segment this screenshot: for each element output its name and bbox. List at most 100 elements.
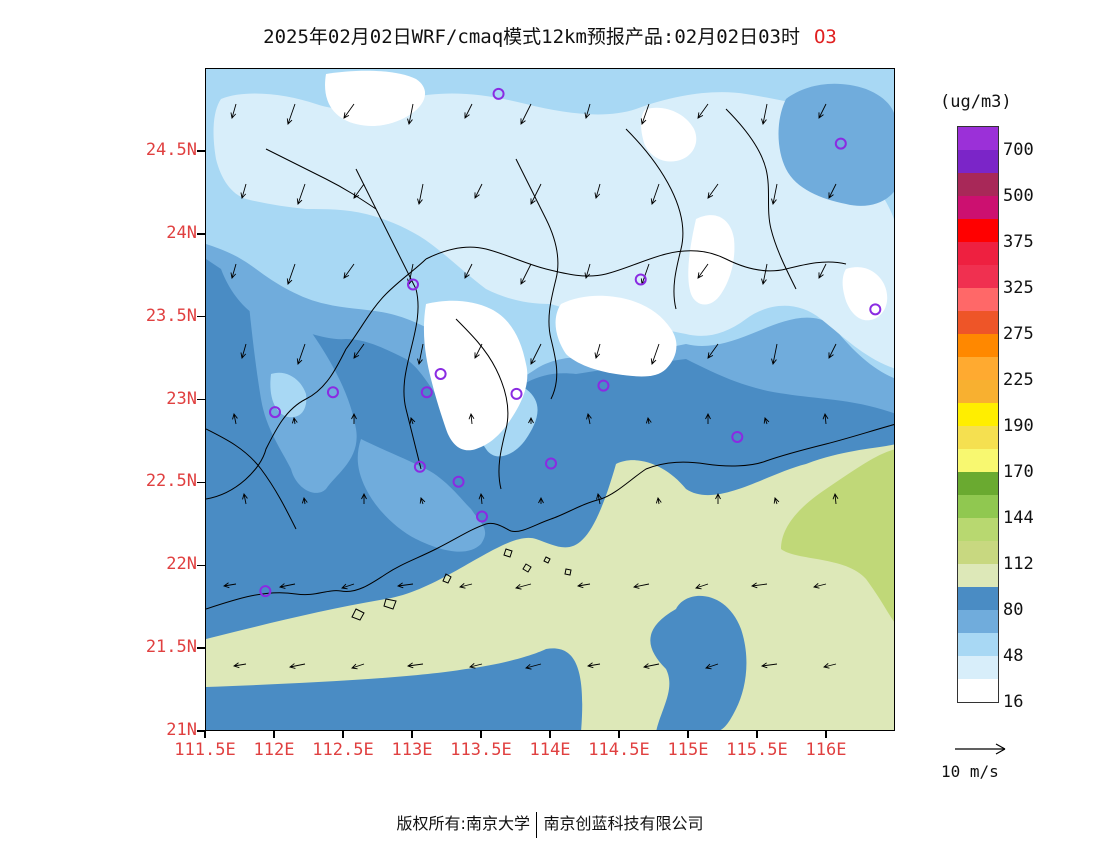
colorbar-swatch	[958, 449, 998, 472]
wind-arrow	[813, 583, 827, 589]
wind-arrow	[417, 183, 424, 205]
wind-arrow	[520, 103, 532, 125]
copyright: 版权所有:南京大学 南京创蓝科技有限公司	[0, 810, 1100, 838]
colorbar-swatch	[958, 196, 998, 219]
station-marker[interactable]	[731, 430, 744, 443]
station-marker[interactable]	[869, 303, 882, 316]
x-tick	[549, 731, 551, 738]
colorbar-label: 500	[1003, 186, 1034, 206]
colorbar-unit: (ug/m3)	[940, 92, 1012, 112]
station-marker[interactable]	[492, 87, 505, 100]
wind-arrow	[751, 582, 768, 589]
y-tick	[197, 398, 205, 401]
station-marker[interactable]	[476, 510, 488, 523]
wind-arrow	[633, 583, 650, 589]
wind-arrow	[697, 263, 709, 279]
ocean-patch-east	[650, 596, 747, 730]
station-marker[interactable]	[452, 475, 465, 488]
colorbar-label: 48	[1003, 646, 1024, 666]
wind-arrow	[584, 103, 591, 119]
band-0-16-east	[555, 295, 677, 377]
wind-arrow	[650, 183, 660, 205]
y-tick-label: 22N	[166, 554, 197, 575]
x-tick-label: 113E	[391, 740, 433, 760]
copyright-org1: 南京大学	[465, 814, 530, 833]
x-tick-label: 111.5E	[174, 740, 236, 760]
colorbar-swatch	[958, 633, 998, 656]
x-tick	[825, 731, 827, 738]
colorbar-swatch	[958, 587, 998, 610]
wind-arrow	[351, 663, 365, 670]
wind-arrow	[655, 497, 662, 505]
x-tick	[687, 731, 689, 738]
colorbar-swatch	[958, 357, 998, 380]
wind-arrow	[230, 263, 237, 279]
wind-arrow	[596, 493, 602, 505]
wind-arrow	[697, 103, 709, 119]
species-label: O3	[813, 26, 837, 48]
station-marker[interactable]	[545, 457, 557, 470]
station-marker[interactable]	[259, 585, 272, 598]
y-tick	[197, 233, 205, 235]
x-tick-label: 115.5E	[726, 740, 788, 760]
wind-arrow	[240, 343, 247, 359]
wind-arrow	[351, 412, 357, 424]
wind-arrow	[469, 663, 483, 669]
band-0-16-east2	[688, 215, 735, 305]
colorbar-swatch	[958, 311, 998, 334]
wind-arrow	[478, 492, 485, 505]
station-marker[interactable]	[326, 386, 339, 399]
y-tick	[197, 647, 205, 649]
station-marker[interactable]	[597, 379, 610, 392]
wind-arrow	[715, 492, 721, 504]
x-tick-label: 116E	[805, 740, 847, 760]
wind-arrow	[586, 413, 592, 425]
y-tick	[197, 564, 205, 566]
wind-arrow	[343, 103, 355, 119]
colorbar-label: 700	[1003, 140, 1034, 160]
station-marker[interactable]	[420, 386, 433, 399]
wind-arrow	[464, 263, 473, 279]
wind-arrow	[223, 582, 237, 589]
station-marker[interactable]	[634, 273, 647, 286]
colorbar-swatch	[958, 541, 998, 564]
wind-arrow	[353, 183, 365, 199]
colorbar-swatch	[958, 288, 998, 311]
x-tick-label: 115E	[667, 740, 709, 760]
wind-arrow	[818, 263, 827, 279]
colorbar-label: 225	[1003, 370, 1034, 390]
wind-arrow	[468, 412, 475, 425]
wind-arrow	[474, 343, 483, 359]
wind-arrow	[353, 343, 365, 359]
colorbar-swatch	[958, 150, 998, 173]
x-tick	[411, 731, 413, 738]
y-tick-label: 23.5N	[145, 305, 197, 326]
station-marker[interactable]	[510, 387, 523, 400]
wind-arrow	[771, 183, 778, 205]
station-marker[interactable]	[269, 406, 281, 419]
band-0-16-northwest	[325, 70, 426, 126]
map-panel[interactable]	[205, 68, 895, 731]
colorbar-swatch	[958, 265, 998, 288]
station-marker[interactable]	[834, 137, 847, 150]
station-markers	[259, 87, 882, 598]
x-tick-label: 113.5E	[450, 740, 512, 760]
colorbar	[957, 126, 999, 703]
y-tick-label: 23N	[166, 388, 197, 409]
wind-arrow	[530, 343, 542, 365]
x-tick	[618, 731, 620, 738]
wind-arrow	[525, 663, 542, 670]
wind-arrow	[520, 263, 532, 285]
colorbar-label: 170	[1003, 462, 1034, 482]
band-16-48-west	[270, 372, 307, 418]
y-tick	[197, 481, 205, 484]
wind-arrow	[761, 263, 768, 285]
wind-arrow	[474, 183, 483, 199]
y-tick	[197, 315, 205, 318]
station-marker[interactable]	[434, 367, 447, 380]
copyright-org2: 南京创蓝科技有限公司	[543, 814, 704, 833]
station-marker[interactable]	[407, 278, 419, 291]
station-marker[interactable]	[413, 460, 426, 473]
wind-arrow	[242, 493, 248, 505]
colorbar-swatch	[958, 472, 998, 495]
